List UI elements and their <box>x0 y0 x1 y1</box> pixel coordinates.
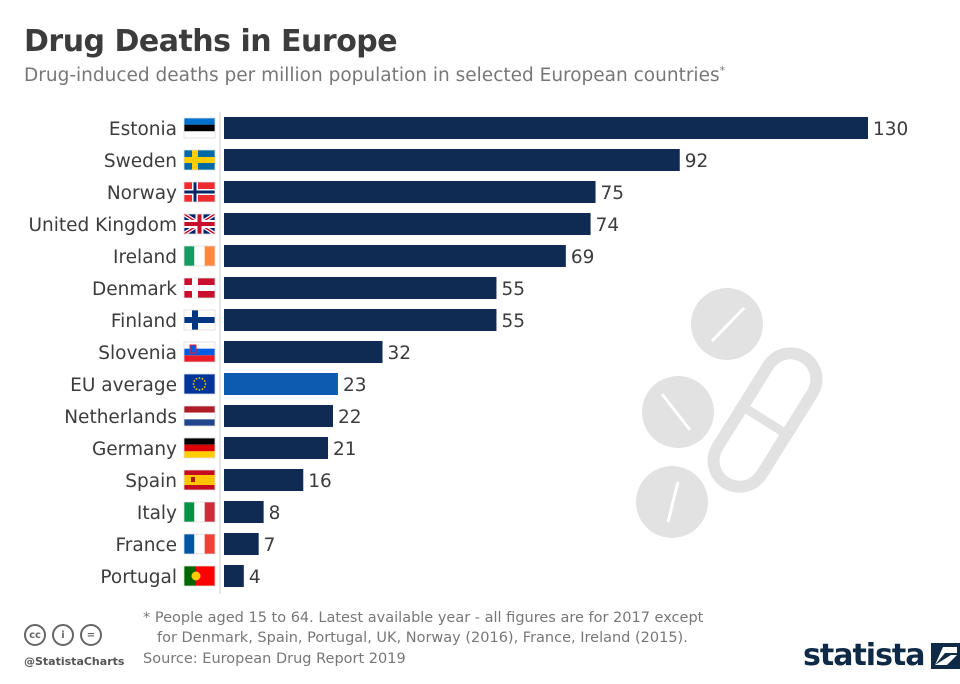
bar-portugal <box>224 565 244 587</box>
license-icons: cc i = <box>24 624 102 646</box>
value-label: 130 <box>873 119 908 140</box>
category-label: Finland <box>111 311 177 332</box>
value-label: 7 <box>264 535 276 556</box>
bar-united-kingdom <box>224 213 591 235</box>
no-derivatives-icon: = <box>80 624 102 646</box>
category-label: Portugal <box>100 567 177 588</box>
category-label: Germany <box>92 439 177 460</box>
category-label: Slovenia <box>98 343 177 364</box>
category-label: United Kingdom <box>29 215 178 236</box>
bar-ireland <box>224 245 566 267</box>
value-label: 32 <box>388 343 412 364</box>
category-label: Spain <box>125 471 177 492</box>
value-label: 55 <box>501 279 525 300</box>
value-label: 8 <box>269 503 281 524</box>
bar-italy <box>224 501 264 523</box>
flag-denmark-icon <box>183 277 216 299</box>
category-label: Sweden <box>104 151 177 172</box>
value-label: 92 <box>685 151 709 172</box>
flag-norway-icon <box>183 181 216 203</box>
attribution-icon: i <box>52 624 74 646</box>
bar-finland <box>224 309 497 331</box>
category-label: Ireland <box>113 247 177 268</box>
bar-spain <box>224 469 304 491</box>
value-label: 74 <box>596 215 620 236</box>
flag-italy-icon <box>183 501 216 523</box>
footnote: * People aged 15 to 64. Latest available… <box>143 608 703 648</box>
flag-estonia-icon <box>183 117 216 139</box>
category-label: EU average <box>70 375 177 396</box>
subtitle-text: Drug-induced deaths per million populati… <box>24 65 720 87</box>
flag-ireland-icon <box>183 245 216 267</box>
pills-illustration <box>636 288 823 538</box>
chart-title: Drug Deaths in Europe <box>24 24 398 59</box>
category-label: Norway <box>107 183 177 204</box>
value-label: 4 <box>249 567 261 588</box>
value-label: 23 <box>343 375 367 396</box>
value-label: 22 <box>338 407 362 428</box>
bar-germany <box>224 437 329 459</box>
flag-portugal-icon <box>183 565 216 587</box>
footnote-line-2: for Denmark, Spain, Portugal, UK, Norway… <box>157 630 688 646</box>
value-label: 55 <box>501 311 525 332</box>
category-label: Netherlands <box>64 407 177 428</box>
category-label: Italy <box>137 503 177 524</box>
bar-slovenia <box>224 341 383 363</box>
flag-slovenia-icon <box>183 341 216 363</box>
value-label: 69 <box>571 247 595 268</box>
flag-uk-icon <box>182 212 217 236</box>
flag-eu-icon <box>183 373 216 395</box>
statista-logo[interactable]: statista <box>803 638 960 673</box>
source: Source: European Drug Report 2019 <box>143 651 406 667</box>
chart-subtitle: Drug-induced deaths per million populati… <box>24 64 725 86</box>
bar-chart: Estonia 130 Sweden 92 Norway 75 United Kingdom… <box>29 112 908 594</box>
flag-spain-icon <box>183 469 216 491</box>
flag-sweden-icon <box>183 149 216 171</box>
flag-finland-icon <box>183 309 216 331</box>
twitter-handle[interactable]: @StatistaCharts <box>24 655 125 668</box>
flag-germany-icon <box>183 437 216 459</box>
bar-netherlands <box>224 405 333 427</box>
value-label: 16 <box>308 471 332 492</box>
subtitle-footnote-mark: * <box>719 64 726 77</box>
bar-denmark <box>224 277 497 299</box>
bar-estonia <box>224 117 868 139</box>
bar-france <box>224 533 259 555</box>
statista-logo-icon <box>930 642 960 669</box>
footnote-line-1: * People aged 15 to 64. Latest available… <box>143 610 704 626</box>
flag-france-icon <box>183 533 216 555</box>
category-label: Denmark <box>92 279 177 300</box>
bar-norway <box>224 181 596 203</box>
value-label: 21 <box>333 439 357 460</box>
category-label: France <box>115 535 177 556</box>
category-label: Estonia <box>109 119 177 140</box>
bar-sweden <box>224 149 680 171</box>
bar-eu-average <box>224 373 338 395</box>
cc-icon: cc <box>24 624 46 646</box>
flag-netherlands-icon <box>183 405 216 427</box>
logo-text: statista <box>803 638 926 673</box>
value-label: 75 <box>601 183 625 204</box>
